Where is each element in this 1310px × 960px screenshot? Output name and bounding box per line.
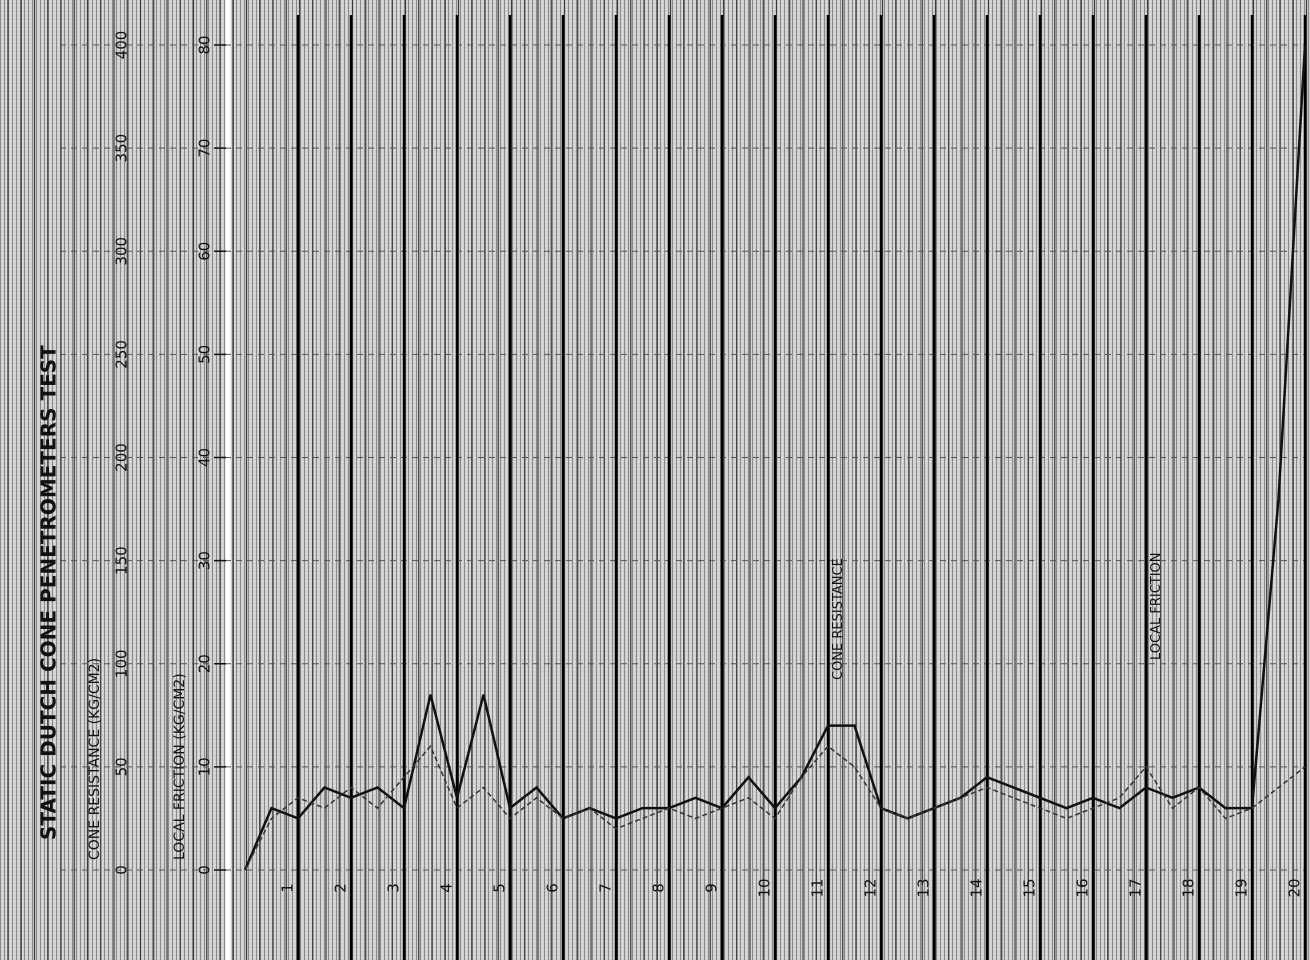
y2-tick-label: 60	[196, 242, 214, 261]
x-tick-label: 13	[915, 878, 933, 897]
x-tick-label: 2	[332, 883, 350, 893]
x-tick-label: 19	[1233, 878, 1251, 897]
y2-tick-label: 50	[196, 345, 214, 364]
x-tick-label: 15	[1021, 878, 1039, 897]
page: {"chart_data": { "type": "line", "title"…	[0, 0, 1310, 960]
chart: STATIC DUTCH CONE PENETROMETERS TEST CON…	[0, 0, 1310, 960]
series-annotation: CONE RESISTANCE	[831, 558, 846, 680]
y2-tick-label: 80	[196, 35, 214, 54]
x-tick-label: 20	[1286, 878, 1304, 897]
y-axis-label: CONE RESISTANCE (KG/CM2)	[87, 658, 103, 860]
x-tick-label: 18	[1180, 878, 1198, 897]
x-tick-label: 6	[544, 883, 562, 893]
y2-tick-label: 40	[196, 448, 214, 467]
y2-tick-label: 10	[196, 757, 214, 776]
x-tick-label: 11	[809, 878, 827, 897]
x-tick-label: 8	[650, 883, 668, 893]
x-tick-label: 16	[1074, 878, 1092, 897]
x-tick-label: 1	[279, 883, 297, 893]
x-tick-label: 17	[1127, 878, 1145, 897]
y2-tick-label: 20	[196, 654, 214, 673]
y2-tick-label: 0	[196, 865, 214, 875]
x-tick-label: 3	[385, 883, 403, 893]
x-tick-label: 5	[491, 883, 509, 893]
series-annotation: LOCAL FRICTION	[1149, 552, 1164, 660]
chart-title: STATIC DUTCH CONE PENETROMETERS TEST	[37, 345, 61, 840]
x-tick-label: 9	[703, 883, 721, 893]
x-tick-label: 12	[862, 878, 880, 897]
x-tick-label: 14	[968, 878, 986, 897]
y2-tick-label: 70	[196, 139, 214, 158]
x-tick-label: 7	[597, 883, 615, 893]
y2-tick-label: 30	[196, 551, 214, 570]
x-tick-label: 10	[756, 878, 774, 897]
x-tick-label: 4	[438, 883, 456, 893]
